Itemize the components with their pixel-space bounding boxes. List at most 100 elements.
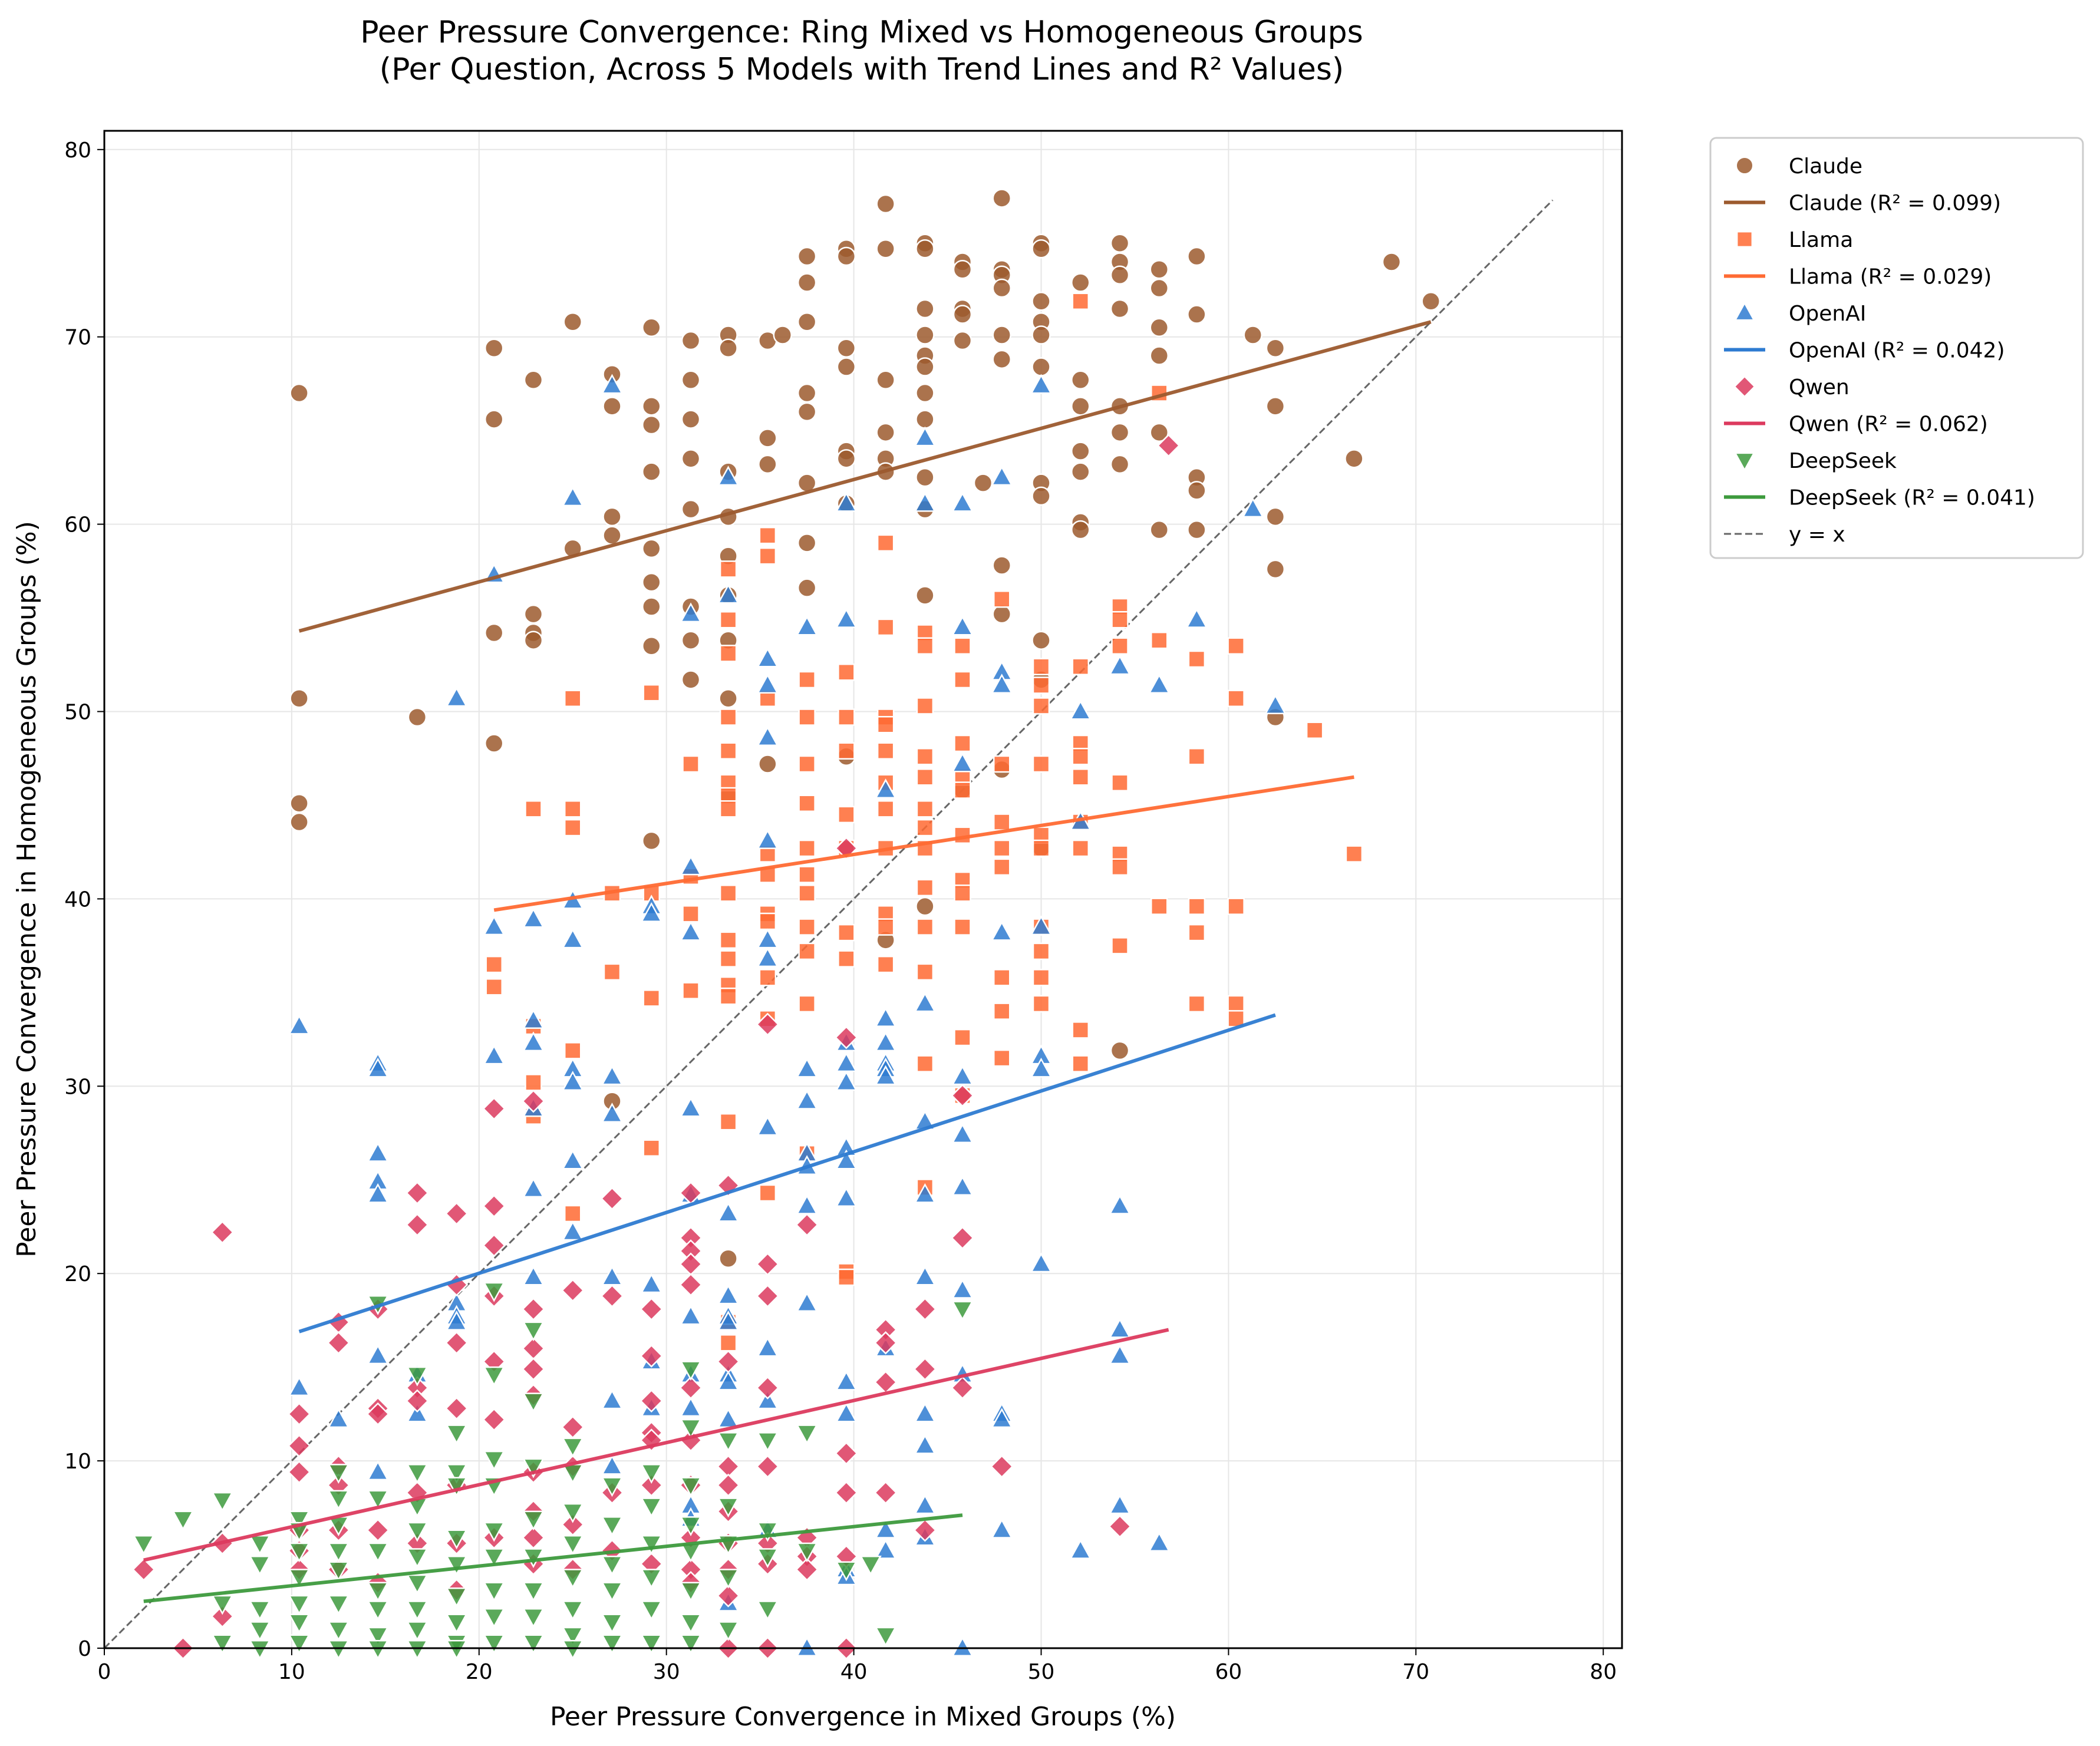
claude-point	[915, 325, 935, 345]
deepseek-point	[601, 1555, 624, 1576]
claude-point	[407, 707, 427, 727]
deepseek-point	[562, 1569, 584, 1589]
openai-point	[680, 920, 702, 941]
deepseek-point	[601, 1582, 624, 1602]
legend-deepseek-marker	[1734, 453, 1755, 471]
llama-point	[1306, 721, 1324, 740]
deepseek-point	[951, 1301, 974, 1321]
qwen-point	[639, 1473, 664, 1497]
llama-point	[1150, 631, 1168, 649]
openai-point	[951, 752, 974, 773]
claude-point	[992, 556, 1011, 575]
deepseek-point	[875, 1626, 897, 1647]
qwen-point	[716, 1584, 740, 1608]
claude-point	[1382, 252, 1402, 272]
claude-point	[876, 239, 895, 259]
claude-point	[758, 454, 777, 474]
deepseek-point	[406, 1600, 428, 1621]
claude-point	[642, 572, 661, 592]
qwen-point	[639, 1297, 664, 1321]
openai-point	[680, 1397, 702, 1417]
openai-point	[835, 1187, 858, 1207]
claude-point	[602, 526, 622, 545]
deepseek-point	[446, 1529, 468, 1550]
llama-point	[1032, 969, 1050, 986]
claude-point	[602, 397, 622, 416]
llama-point	[798, 995, 816, 1013]
claude-point	[836, 449, 856, 468]
openai-point	[951, 1123, 974, 1143]
claude-point	[642, 318, 661, 338]
qwen-point	[131, 1557, 156, 1582]
claude-point	[915, 410, 935, 429]
llama-point	[564, 1042, 582, 1060]
claude-point	[484, 623, 504, 643]
deepseek-trend-line	[143, 1513, 963, 1603]
deepseek-point	[406, 1464, 428, 1484]
qwen-point	[287, 1460, 311, 1484]
openai-point	[522, 1031, 545, 1052]
y-tick-label: 80	[64, 138, 91, 163]
legend-qwen-label: Qwen	[1789, 375, 1850, 400]
openai-point	[680, 855, 702, 876]
openai-point	[483, 915, 505, 936]
deepseek-point	[562, 1437, 584, 1458]
openai-point	[835, 491, 858, 512]
claude-point	[1149, 278, 1169, 298]
claude-point	[484, 410, 504, 429]
claude-point	[915, 467, 935, 487]
claude-point	[1344, 449, 1364, 468]
llama-point	[1032, 995, 1050, 1013]
openai-point	[601, 1454, 624, 1475]
deepseek-point	[640, 1569, 662, 1589]
deepseek-point	[601, 1477, 624, 1497]
legend-claude-label: Claude	[1789, 154, 1862, 179]
qwen-point	[600, 1187, 624, 1210]
llama-point	[719, 610, 737, 629]
openai-point	[875, 1007, 897, 1027]
claude-point	[1031, 631, 1051, 650]
openai-point	[367, 1460, 389, 1481]
llama-point	[1111, 774, 1129, 792]
deepseek-point	[367, 1626, 389, 1647]
series-claude	[289, 189, 1440, 1269]
claude-point	[1071, 273, 1090, 292]
deepseek-point	[601, 1613, 624, 1634]
claude-point	[681, 370, 701, 390]
llama-point	[993, 755, 1011, 773]
openai-point	[914, 1494, 937, 1514]
openai-point	[1030, 1252, 1053, 1273]
deepseek-point	[483, 1634, 505, 1655]
claude-point	[484, 338, 504, 358]
claude-point	[1265, 559, 1285, 579]
legend-reference-label: y = x	[1789, 523, 1845, 547]
llama-point	[682, 905, 700, 923]
claude-point	[289, 383, 309, 403]
qwen-point	[951, 1226, 974, 1250]
legend-openai-marker	[1734, 302, 1755, 321]
claude-point	[992, 349, 1011, 369]
llama-point	[916, 1055, 934, 1072]
deepseek-point	[367, 1490, 389, 1510]
openai-point	[835, 1071, 858, 1091]
llama-point	[525, 800, 542, 818]
llama-point	[1111, 937, 1129, 955]
openai-point	[367, 1141, 389, 1162]
deepseek-point	[327, 1640, 350, 1660]
deepseek-point	[680, 1516, 702, 1537]
deepseek-point	[756, 1548, 779, 1569]
openai-point	[835, 1149, 858, 1170]
qwen-point	[366, 1518, 390, 1542]
openai-point	[756, 647, 779, 668]
llama-point	[1188, 923, 1206, 942]
llama-point	[1032, 697, 1050, 715]
deepseek-point	[406, 1366, 428, 1387]
llama-point	[1150, 897, 1168, 915]
llama-point	[719, 987, 737, 1005]
qwen-point	[835, 1481, 858, 1504]
qwen-point	[873, 1331, 898, 1355]
deepseek-point	[288, 1569, 311, 1589]
claude-point	[681, 331, 701, 351]
y-tick-label: 10	[64, 1450, 91, 1474]
claude-point	[718, 688, 738, 708]
